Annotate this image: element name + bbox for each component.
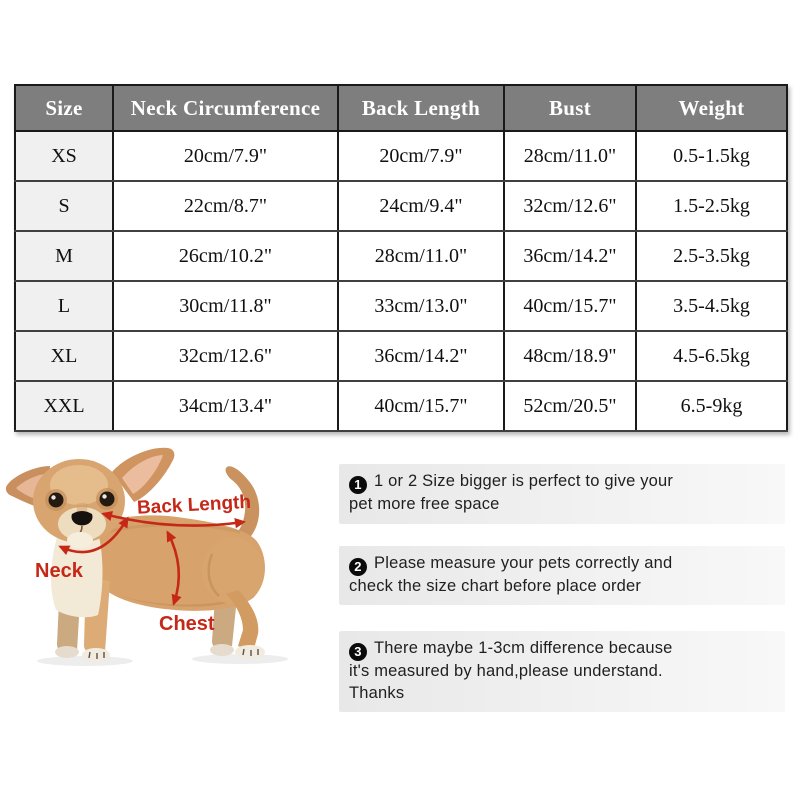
value-cell: 30cm/11.8": [112, 280, 339, 332]
value-cell: 26cm/10.2": [112, 230, 339, 282]
chest-label: Chest: [159, 613, 215, 635]
table-row: XS 20cm/7.9" 20cm/7.9" 28cm/11.0" 0.5-1.5kg: [14, 130, 788, 182]
value-cell: 32cm/12.6": [112, 330, 339, 382]
value-cell: 24cm/9.4": [337, 180, 505, 232]
table-header-row: Size Neck Circumference Back Length Bust…: [14, 84, 788, 132]
size-cell: XL: [14, 330, 114, 382]
value-cell: 0.5-1.5kg: [635, 130, 788, 182]
value-cell: 20cm/7.9": [112, 130, 339, 182]
value-cell: 4.5-6.5kg: [635, 330, 788, 382]
note-3-number-icon: 3: [349, 643, 367, 661]
chest-arrow: [166, 530, 182, 606]
note-2: 2 Please measure your pets correctly and …: [339, 545, 785, 605]
column-header-bust: Bust: [503, 84, 637, 132]
measurement-annotations: [58, 510, 246, 606]
value-cell: 34cm/13.4": [112, 380, 339, 432]
value-cell: 32cm/12.6": [503, 180, 637, 232]
value-cell: 36cm/14.2": [503, 230, 637, 282]
table-body: XS 20cm/7.9" 20cm/7.9" 28cm/11.0" 0.5-1.5kg S…: [14, 130, 788, 432]
dog-illustration: [5, 447, 288, 666]
size-cell: XXL: [14, 380, 114, 432]
note-2-number-icon: 2: [349, 557, 367, 576]
table-row: M 26cm/10.2" 28cm/11.0" 36cm/14.2" 2.5-3.5kg: [14, 230, 788, 282]
table-row: XL 32cm/12.6" 36cm/14.2" 48cm/18.9" 4.5-6.5k…: [14, 330, 788, 382]
value-cell: 40cm/15.7": [337, 380, 505, 432]
value-cell: 22cm/8.7": [112, 180, 339, 232]
column-header-size: Size: [14, 84, 114, 132]
size-cell: XS: [14, 130, 114, 182]
table-row: L 30cm/11.8" 33cm/13.0" 40cm/15.7" 3.5-4.5kg: [14, 280, 788, 332]
table-row: XXL 34cm/13.4" 40cm/15.7" 52cm/20.5" 6.5-9kg: [14, 380, 788, 432]
note-3-text: There maybe 1-3cm difference because it'…: [349, 639, 673, 702]
value-cell: 33cm/13.0": [337, 280, 505, 332]
size-chart-table: Size Neck Circumference Back Length Bust…: [14, 84, 788, 432]
column-header-neck: Neck Circumference: [112, 84, 339, 132]
value-cell: 28cm/11.0": [503, 130, 637, 182]
measurement-labels: Back Length Neck Chest: [35, 492, 251, 635]
table-row: S 22cm/8.7" 24cm/9.4" 32cm/12.6" 1.5-2.5kg: [14, 180, 788, 232]
value-cell: 36cm/14.2": [337, 330, 505, 382]
size-cell: S: [14, 180, 114, 232]
note-1-number-icon: 1: [349, 476, 367, 494]
neck-arrow: [58, 516, 129, 556]
neck-label: Neck: [35, 560, 84, 582]
note-2-text: Please measure your pets correctly and c…: [349, 553, 673, 595]
note-3: 3 There maybe 1-3cm difference because it…: [339, 631, 785, 712]
value-cell: 2.5-3.5kg: [635, 230, 788, 282]
value-cell: 48cm/18.9": [503, 330, 637, 382]
note-1-text: 1 or 2 Size bigger is perfect to give yo…: [349, 472, 674, 513]
back-length-label: Back Length: [136, 492, 251, 519]
value-cell: 3.5-4.5kg: [635, 280, 788, 332]
dog-measurement-diagram: Back Length Neck Chest: [5, 447, 288, 666]
value-cell: 40cm/15.7": [503, 280, 637, 332]
value-cell: 52cm/20.5": [503, 380, 637, 432]
value-cell: 1.5-2.5kg: [635, 180, 788, 232]
size-cell: L: [14, 280, 114, 332]
column-header-back: Back Length: [337, 84, 505, 132]
column-header-weight: Weight: [635, 84, 788, 132]
size-chart-section: Size Neck Circumference Back Length Bust…: [14, 84, 788, 432]
size-cell: M: [14, 230, 114, 282]
value-cell: 28cm/11.0": [337, 230, 505, 282]
value-cell: 20cm/7.9": [337, 130, 505, 182]
value-cell: 6.5-9kg: [635, 380, 788, 432]
